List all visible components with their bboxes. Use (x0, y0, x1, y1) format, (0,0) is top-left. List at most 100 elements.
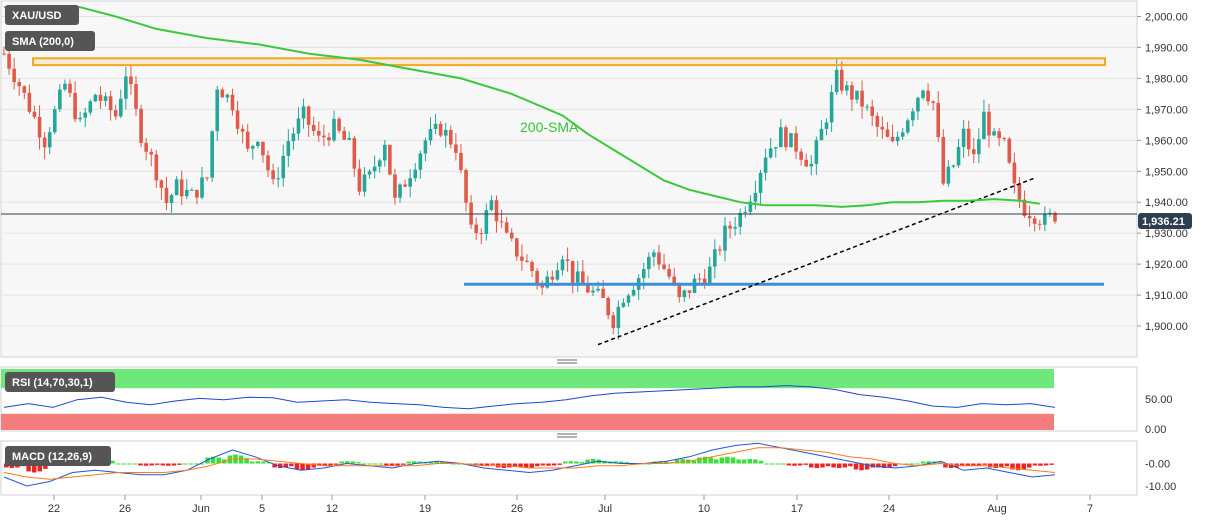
candle-body (12, 68, 16, 83)
candle-body (433, 123, 438, 129)
candle-body (601, 288, 605, 298)
macd-hist-bar (115, 463, 121, 465)
candle-body (997, 131, 1001, 139)
candle-body (332, 118, 336, 141)
macd-hist-bar (741, 459, 747, 464)
macd-hist-bar (563, 461, 568, 464)
price-panel (0, 0, 1138, 358)
macd-hist-bar (775, 463, 780, 465)
candle-body (443, 129, 448, 136)
candle-body (489, 200, 494, 211)
candle-body (687, 290, 692, 293)
macd-hist-bar (126, 463, 132, 465)
price-tick-label-0: 2,000.00 (1145, 11, 1188, 23)
candle-body (306, 106, 311, 125)
candle-body (743, 211, 748, 213)
candle-body (905, 120, 910, 133)
candle-body (626, 295, 631, 303)
candle-body (641, 268, 646, 279)
candle-body (707, 266, 712, 284)
macd-hist-bar (26, 463, 31, 472)
macd-hist-bar (747, 459, 753, 464)
candle-body (261, 141, 265, 156)
candle-body (357, 168, 362, 192)
macd-hist-bar (143, 463, 149, 466)
last-price-box (1138, 213, 1192, 229)
candle-body (428, 128, 433, 141)
macd-hist-bar (864, 463, 870, 470)
candle-body (946, 166, 951, 184)
candle-body (941, 137, 946, 184)
candle-body (586, 283, 590, 293)
macd-hist-bar (736, 459, 741, 464)
macd-hist-bar (613, 461, 618, 464)
candle-body (870, 106, 875, 116)
candle-body (438, 123, 443, 136)
panel-resize-handle-2[interactable] (557, 433, 577, 438)
macd-hist-bar (406, 461, 412, 464)
symbol-label: XAU/USD (12, 10, 62, 22)
macd-hist-bar (1021, 463, 1026, 470)
rsi-label-box (5, 372, 115, 392)
candle-body (362, 174, 367, 192)
candle-body (890, 136, 895, 142)
macd-hist-bar (121, 463, 126, 465)
price-candles (2, 46, 1057, 340)
macd-hist-bar (305, 463, 311, 470)
macd-hist-bar (803, 463, 808, 465)
candle-body (723, 225, 727, 251)
macd-signal-line (3, 447, 1056, 480)
macd-hist-bar (568, 461, 574, 464)
candle-body (971, 149, 976, 155)
macd-hist-bar (400, 463, 406, 465)
macd-hist-bar (154, 463, 160, 465)
rsi-overbought-band (1, 369, 1054, 389)
candle-body (616, 306, 621, 329)
panel-resize-handle-1[interactable] (557, 359, 577, 364)
macd-hist-bar (680, 459, 685, 464)
macd-hist-bar (272, 463, 277, 468)
macd-hist-bar (825, 463, 831, 467)
macd-hist-bar (216, 457, 221, 464)
macd-hist-bar (590, 459, 596, 464)
resistance-zone (32, 57, 1106, 67)
candle-body (169, 195, 174, 204)
candle-body (647, 256, 651, 269)
candle-body (916, 97, 920, 112)
x-tick-label-8: 10 (698, 503, 710, 515)
candle-body (413, 169, 418, 179)
macd-hist-bar (859, 463, 864, 471)
macd-hist-bar (753, 459, 758, 464)
macd-hist-bar (384, 463, 389, 466)
candle-body (977, 139, 981, 155)
macd-hist-bar (713, 459, 719, 464)
rsi-tick-label-0: 50.00 (1145, 394, 1173, 406)
candle-body (779, 127, 783, 148)
candle-body (7, 53, 11, 69)
candle-body (672, 276, 677, 284)
macd-hist-bar (904, 463, 909, 465)
macd-hist-bar (842, 463, 848, 468)
rsi-tick-label-1: 0.00 (1145, 424, 1166, 436)
macd-hist-bar (1043, 463, 1049, 466)
candle-body (190, 189, 194, 191)
candle-body (515, 238, 519, 257)
candle-body (240, 128, 245, 132)
candle-body (210, 131, 214, 178)
candle-body (961, 128, 966, 148)
candle-body (992, 131, 996, 136)
candle-body (205, 177, 209, 179)
candle-body (113, 110, 118, 117)
macd-line (3, 442, 1056, 487)
candle-body (1007, 138, 1012, 163)
candle-body (454, 144, 458, 153)
macd-hist-bar (479, 463, 484, 466)
macd-hist-bar (417, 461, 423, 464)
candle-body (63, 83, 67, 90)
candle-body (58, 89, 62, 110)
candle-body (316, 131, 321, 136)
candle-body (129, 76, 133, 85)
candle-body (388, 144, 392, 175)
candle-body (865, 106, 869, 108)
